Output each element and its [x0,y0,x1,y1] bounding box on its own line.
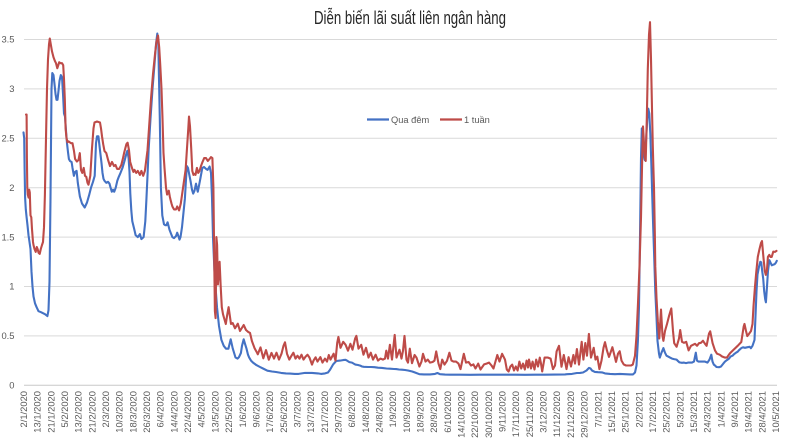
svg-text:18/9/2020: 18/9/2020 [415,391,426,433]
svg-text:7/1/2021: 7/1/2021 [592,391,603,428]
svg-text:1: 1 [9,281,14,292]
svg-text:21/7/2020: 21/7/2020 [319,391,330,433]
svg-text:13/1/2020: 13/1/2020 [32,391,43,433]
svg-text:Diễn biến lãi suất liên ngân h: Diễn biến lãi suất liên ngân hàng [314,7,506,28]
svg-text:5/3/2021: 5/3/2021 [674,391,685,428]
svg-text:11/12/2020: 11/12/2020 [551,391,562,437]
svg-text:29/12/2020: 29/12/2020 [579,391,590,438]
svg-text:6/4/2020: 6/4/2020 [155,391,166,428]
svg-text:28/4/2021: 28/4/2021 [756,391,767,433]
svg-text:25/1/2021: 25/1/2021 [620,391,631,433]
svg-text:17/11/2020: 17/11/2020 [510,391,521,437]
svg-text:30/10/2020: 30/10/2020 [483,391,494,438]
svg-text:5/2/2020: 5/2/2020 [59,391,70,428]
svg-text:6/8/2020: 6/8/2020 [346,391,357,428]
svg-text:22/10/2020: 22/10/2020 [469,391,480,438]
svg-text:4/5/2020: 4/5/2020 [196,391,207,428]
svg-text:17/6/2020: 17/6/2020 [264,391,275,433]
svg-text:13/7/2020: 13/7/2020 [305,391,316,433]
svg-text:22/4/2020: 22/4/2020 [182,391,193,433]
svg-text:3.5: 3.5 [1,34,14,45]
svg-text:15/1/2021: 15/1/2021 [606,391,617,433]
svg-text:0: 0 [9,380,14,391]
svg-text:17/2/2021: 17/2/2021 [647,391,658,433]
svg-text:3/12/2020: 3/12/2020 [538,391,549,433]
svg-text:0.5: 0.5 [1,330,14,341]
svg-text:25/6/2020: 25/6/2020 [278,391,289,433]
svg-text:24/8/2020: 24/8/2020 [374,391,385,433]
svg-text:10/3/2020: 10/3/2020 [114,391,125,433]
svg-text:13/5/2020: 13/5/2020 [209,391,220,433]
svg-text:18/3/2020: 18/3/2020 [127,391,138,433]
svg-text:24/3/2021: 24/3/2021 [702,391,713,433]
svg-text:14/8/2020: 14/8/2020 [360,391,371,433]
svg-text:6/10/2020: 6/10/2020 [442,391,453,433]
svg-text:10/5/2021: 10/5/2021 [770,391,781,433]
svg-text:2: 2 [9,182,14,193]
svg-text:22/5/2020: 22/5/2020 [223,391,234,433]
svg-text:25/2/2021: 25/2/2021 [661,391,672,433]
svg-text:1/4/2021: 1/4/2021 [715,391,726,428]
svg-text:14/4/2020: 14/4/2020 [168,391,179,433]
svg-text:26/3/2020: 26/3/2020 [141,391,152,433]
svg-text:2/3/2020: 2/3/2020 [100,391,111,428]
svg-text:14/10/2020: 14/10/2020 [456,391,467,438]
svg-text:1.5: 1.5 [1,231,14,242]
svg-text:9/4/2021: 9/4/2021 [729,391,740,428]
svg-text:13/2/2020: 13/2/2020 [73,391,84,433]
svg-text:2/1/2020: 2/1/2020 [18,391,29,428]
svg-text:10/9/2020: 10/9/2020 [401,391,412,433]
svg-text:3/7/2020: 3/7/2020 [292,391,303,428]
svg-text:1 tuần: 1 tuần [464,115,490,125]
svg-text:1/9/2020: 1/9/2020 [387,391,398,428]
svg-text:Qua đêm: Qua đêm [391,115,429,125]
svg-text:2.5: 2.5 [1,133,14,144]
svg-text:3: 3 [9,83,14,94]
svg-text:15/3/2021: 15/3/2021 [688,391,699,433]
svg-text:19/4/2021: 19/4/2021 [743,391,754,433]
svg-text:2/2/2021: 2/2/2021 [633,391,644,428]
svg-text:29/7/2020: 29/7/2020 [333,391,344,433]
svg-text:9/6/2020: 9/6/2020 [250,391,261,428]
svg-text:9/11/2020: 9/11/2020 [497,391,508,432]
svg-text:1/6/2020: 1/6/2020 [237,391,248,428]
svg-text:21/1/2020: 21/1/2020 [45,391,56,433]
svg-text:25/11/2020: 25/11/2020 [524,391,535,437]
svg-text:21/2/2020: 21/2/2020 [86,391,97,433]
svg-text:21/12/2020: 21/12/2020 [565,391,576,438]
svg-text:28/9/2020: 28/9/2020 [428,391,439,433]
